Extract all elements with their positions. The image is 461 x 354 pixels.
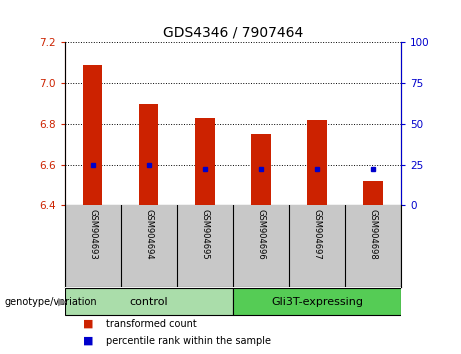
Text: transformed count: transformed count bbox=[106, 319, 197, 329]
Bar bbox=[65, 288, 233, 315]
Bar bbox=[195, 118, 214, 205]
Text: ■: ■ bbox=[83, 319, 94, 329]
Bar bbox=[251, 134, 271, 205]
Text: GSM904693: GSM904693 bbox=[88, 209, 97, 260]
Bar bbox=[363, 181, 383, 205]
Text: genotype/variation: genotype/variation bbox=[5, 297, 97, 307]
Text: GSM904694: GSM904694 bbox=[144, 209, 153, 260]
Bar bbox=[307, 120, 327, 205]
Bar bbox=[233, 288, 401, 315]
Text: control: control bbox=[130, 297, 168, 307]
Title: GDS4346 / 7907464: GDS4346 / 7907464 bbox=[163, 26, 303, 40]
Text: GSM904696: GSM904696 bbox=[256, 209, 266, 260]
Text: GSM904695: GSM904695 bbox=[200, 209, 209, 260]
Text: GSM904697: GSM904697 bbox=[313, 209, 321, 260]
Bar bbox=[83, 65, 102, 205]
Text: GSM904698: GSM904698 bbox=[368, 209, 378, 260]
Text: ■: ■ bbox=[83, 336, 94, 346]
Text: percentile rank within the sample: percentile rank within the sample bbox=[106, 336, 271, 346]
Text: Gli3T-expressing: Gli3T-expressing bbox=[271, 297, 363, 307]
Text: ▶: ▶ bbox=[58, 297, 66, 307]
Bar bbox=[139, 103, 159, 205]
